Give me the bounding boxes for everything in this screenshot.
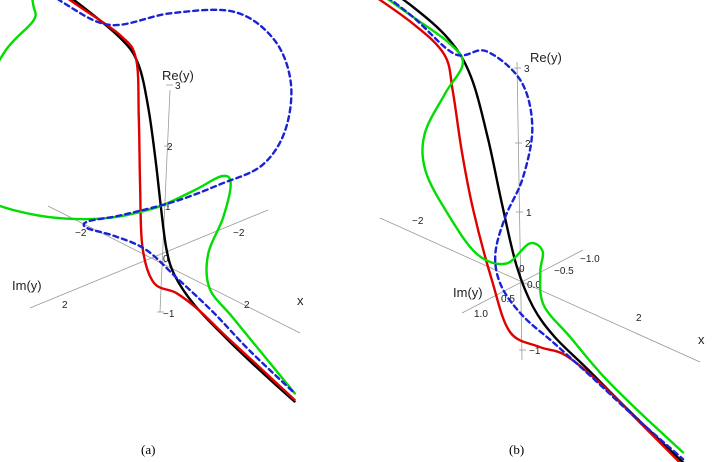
panel-caption: (a)	[141, 442, 155, 457]
x-tick-label: 2	[244, 300, 250, 311]
im-axis-label: Im(y)	[453, 285, 483, 300]
series-green-curve	[0, 0, 296, 395]
re-tick-label: 0	[163, 254, 169, 265]
x-tick-label: −2	[75, 228, 87, 239]
re-tick-label: −1	[529, 346, 541, 357]
series-green-curve	[387, 0, 685, 454]
re-axis-label: Re(y)	[530, 50, 562, 65]
series-blue-dashed-curve	[389, 0, 685, 461]
re-tick-label: 0	[519, 264, 525, 275]
x-tick-label: 2	[636, 313, 642, 324]
re-axis	[516, 61, 523, 361]
re-tick-label: 3	[524, 64, 530, 75]
re-axis	[159, 89, 171, 313]
x-axis-label: x	[297, 293, 304, 308]
x-tick-label: −2	[412, 216, 424, 227]
series-red-curve	[378, 0, 682, 462]
panel-caption: (b)	[509, 442, 524, 457]
im-tick-label: −2	[233, 228, 245, 239]
re-tick-label: 2	[525, 139, 531, 150]
series-red-curve	[67, 0, 296, 402]
panel-a: Re(y) Im(y) x 3 2 1 0 −1 2 −2 −2 2 (a)	[0, 0, 304, 457]
series-black-curve	[71, 0, 296, 403]
series-blue-dashed-curve	[57, 0, 296, 395]
re-tick-label: 1	[526, 208, 532, 219]
re-tick-label: −1	[163, 309, 175, 320]
re-tick-label: 2	[167, 142, 173, 153]
im-tick-label: −1.0	[580, 254, 600, 265]
im-tick-label: 2	[62, 300, 68, 311]
im-tick-label: −0.5	[554, 266, 574, 277]
re-tick-label: 1	[165, 202, 171, 213]
re-axis-label: Re(y)	[162, 68, 194, 83]
curves	[0, 0, 296, 403]
x-axis-label: x	[698, 332, 705, 347]
series-black-curve	[401, 0, 685, 462]
im-axis-label: Im(y)	[12, 278, 42, 293]
panel-b: Re(y) Im(y) x 3 2 1 0 −1 1.0 0.5 0.0 −0.…	[378, 0, 705, 462]
im-axis	[29, 209, 269, 309]
x-axis	[47, 205, 301, 334]
curves	[378, 0, 685, 462]
re-tick-label: 3	[175, 81, 181, 92]
im-tick-label: 1.0	[474, 309, 488, 320]
im-tick-label: 0.0	[527, 280, 541, 291]
